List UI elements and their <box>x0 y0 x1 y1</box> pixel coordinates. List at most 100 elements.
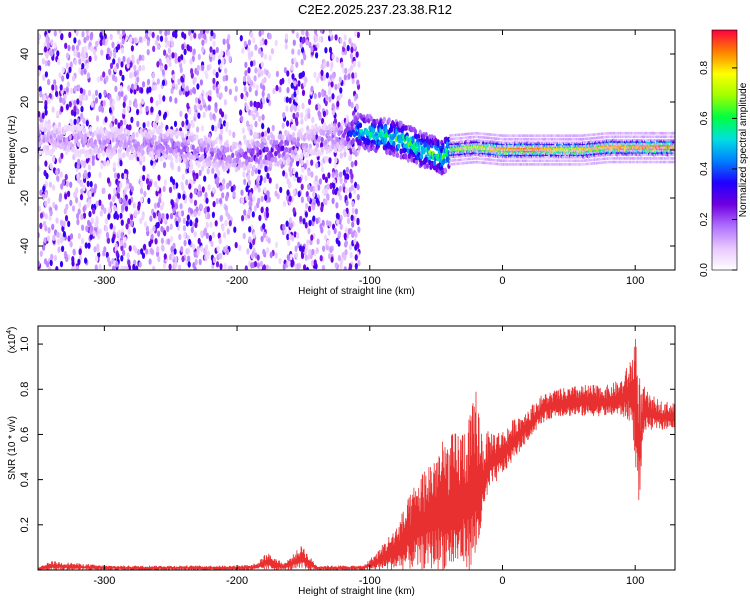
heatmap-cell <box>53 42 57 49</box>
heatmap-cell <box>238 244 242 251</box>
heatmap-cell <box>166 57 170 64</box>
heatmap-cell <box>292 207 296 214</box>
heatmap-cell <box>212 113 216 120</box>
heatmap-cell <box>286 254 290 261</box>
heatmap-cell <box>80 112 84 120</box>
heatmap-cell <box>173 248 177 255</box>
heatmap-cell <box>289 170 293 178</box>
heatmap-cell <box>181 255 185 263</box>
heatmap-cell <box>60 106 64 113</box>
heatmap-cell <box>170 235 174 243</box>
heatmap-cell <box>50 39 54 46</box>
heatmap-cell <box>45 37 49 44</box>
heatmap-cell <box>170 245 174 253</box>
heatmap-cell <box>87 164 91 171</box>
heatmap-cell <box>343 146 347 152</box>
heatmap-cell <box>197 112 201 119</box>
heatmap-cell <box>99 210 103 217</box>
heatmap-cell <box>247 174 251 181</box>
heatmap-cell <box>50 253 54 261</box>
heatmap-cell <box>347 228 351 235</box>
heatmap-cell <box>181 82 185 89</box>
heatmap-cell <box>387 117 391 124</box>
heatmap-cell <box>196 64 200 72</box>
heatmap-cell <box>156 78 160 85</box>
heatmap-cell <box>177 192 181 200</box>
heatmap-cell <box>353 188 357 195</box>
heatmap-cell <box>295 119 299 127</box>
heatmap-cell <box>262 223 266 230</box>
heatmap-cell <box>331 171 335 178</box>
heatmap-cell <box>82 205 86 213</box>
heatmap-cell <box>121 74 125 82</box>
heatmap-cell <box>268 177 272 184</box>
heatmap-cell <box>270 48 274 55</box>
heatmap-cell <box>304 247 308 255</box>
heatmap-cell <box>51 106 55 113</box>
heatmap-cell <box>98 228 102 235</box>
heatmap-cell <box>245 105 250 112</box>
heatmap-cell <box>216 245 220 253</box>
heatmap-cell <box>90 225 94 232</box>
heatmap-cell <box>52 234 56 241</box>
heatmap-cell <box>252 164 256 171</box>
heatmap-cell <box>254 121 258 128</box>
heatmap-cell <box>196 146 200 152</box>
heatmap-cell <box>353 238 357 245</box>
heatmap-cell <box>169 223 173 230</box>
heatmap-cell <box>212 54 216 61</box>
heatmap-cell <box>187 261 191 268</box>
heatmap-cell <box>135 265 139 270</box>
heatmap-cell <box>357 259 361 267</box>
heatmap-cell <box>80 213 84 221</box>
heatmap-cell <box>117 229 121 236</box>
heatmap-cell <box>132 227 136 234</box>
heatmap-cell <box>84 137 88 144</box>
heatmap-cell <box>57 58 61 65</box>
heatmap-cell <box>117 186 121 193</box>
heatmap-cell <box>215 87 219 94</box>
heatmap-cell <box>317 91 322 99</box>
heatmap-cell <box>161 69 165 76</box>
heatmap-cell <box>266 190 270 197</box>
heatmap-cell <box>334 83 338 91</box>
heatmap-cell <box>119 159 123 167</box>
heatmap-cell <box>252 238 256 246</box>
heatmap-cell <box>254 89 258 97</box>
heatmap-cell <box>56 238 61 245</box>
heatmap-cell <box>73 105 77 112</box>
heatmap-cell <box>109 50 113 58</box>
heatmap-cell <box>263 187 267 194</box>
heatmap-cell <box>171 52 175 59</box>
heatmap-cell <box>90 101 94 108</box>
heatmap-cell <box>94 221 98 228</box>
heatmap-cell <box>68 66 72 74</box>
heatmap-cell <box>48 124 52 130</box>
heatmap-cell <box>130 214 134 221</box>
heatmap-cell <box>206 168 210 175</box>
heatmap-cell <box>337 190 341 197</box>
heatmap-cell <box>142 174 146 182</box>
heatmap-cell <box>166 225 170 232</box>
heatmap-cell <box>136 120 140 128</box>
heatmap-cell <box>44 160 48 167</box>
heatmap-cell <box>123 242 127 249</box>
heatmap-cell <box>317 103 321 111</box>
heatmap-cell <box>324 155 328 163</box>
heatmap-cell <box>234 141 238 148</box>
heatmap-cell <box>157 255 161 263</box>
heatmap-cell <box>152 45 156 52</box>
heatmap-cell <box>239 109 243 116</box>
heatmap-cell <box>154 238 158 245</box>
heatmap-cell <box>109 97 113 104</box>
heatmap-cell <box>127 130 131 136</box>
heatmap-cell <box>242 171 246 178</box>
heatmap-cell <box>158 143 162 149</box>
heatmap-cell <box>120 219 124 226</box>
heatmap-cell <box>354 231 358 239</box>
heatmap-cell <box>59 192 63 200</box>
heatmap-cell <box>162 161 167 169</box>
heatmap-cell <box>287 77 291 84</box>
heatmap-cell <box>215 197 219 205</box>
heatmap-cell <box>221 224 225 232</box>
